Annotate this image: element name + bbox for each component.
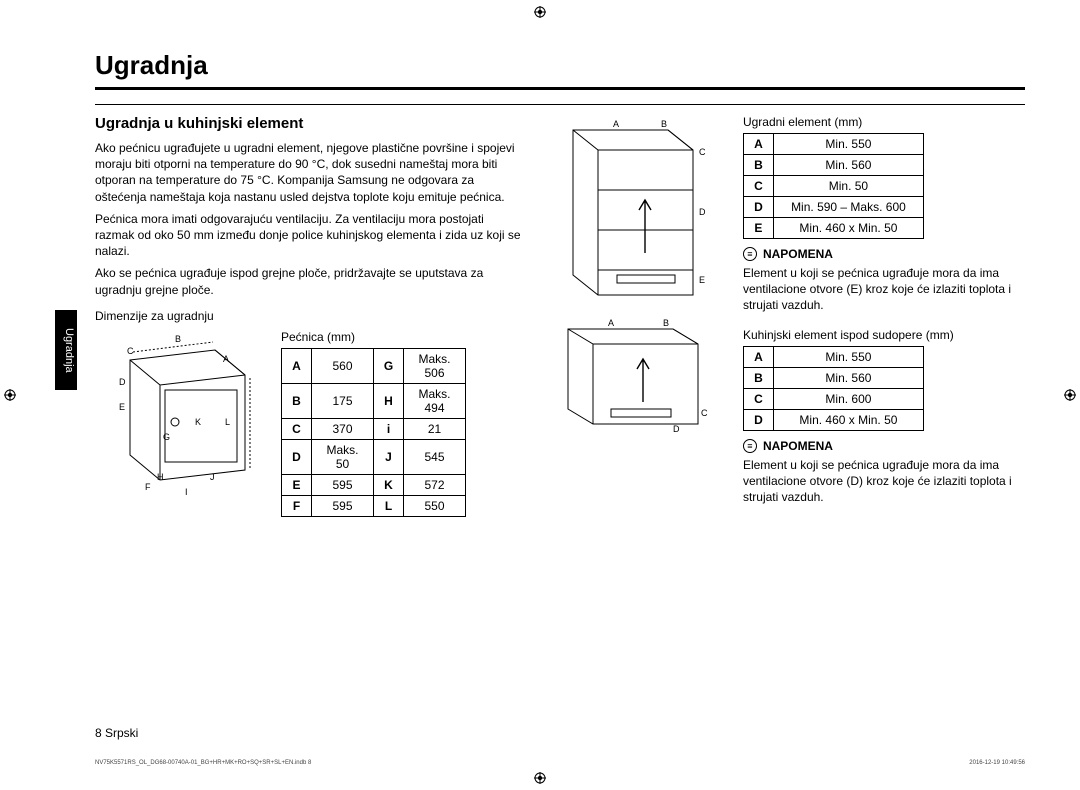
divider-thick (95, 87, 1025, 90)
oven-letter-K: K (195, 417, 201, 427)
regmark-right (1064, 389, 1076, 401)
oven-letter-B: B (175, 334, 181, 344)
column-right: Ugradni element (mm) AMin. 550BMin. 560C… (743, 115, 1025, 517)
note-text-1: Element u koji se pećnica ugrađuje mora … (743, 265, 1025, 314)
footer-date: 2016-12-19 10:49:56 (969, 760, 1025, 766)
table-row: B175HMaks. 494 (282, 383, 466, 418)
cabinet-letter-C: C (699, 147, 706, 157)
under-counter-diagram: A B C D (553, 314, 713, 434)
regmark-top (534, 6, 546, 18)
section-heading: Ugradnja u kuhinjski element (95, 115, 523, 132)
oven-letter-D: D (119, 377, 126, 387)
oven-letter-H: H (157, 472, 164, 482)
ugradni-table: AMin. 550BMin. 560CMin. 50DMin. 590 – Ma… (743, 133, 924, 239)
table-row: AMin. 550 (743, 134, 923, 155)
oven-letter-L: L (225, 417, 230, 427)
table-row: CMin. 600 (743, 388, 923, 409)
table-row: BMin. 560 (743, 367, 923, 388)
cabinet-letter-B: B (661, 119, 667, 129)
under-letter-A: A (608, 318, 614, 328)
table-row: EMin. 460 x Min. 50 (743, 218, 923, 239)
table-row: CMin. 50 (743, 176, 923, 197)
table-row: DMin. 460 x Min. 50 (743, 409, 923, 430)
regmark-left (4, 389, 16, 401)
paragraph-1: Ako pećnicu ugrađujete u ugradni element… (95, 140, 523, 205)
under-letter-C: C (701, 408, 708, 418)
note-label-1: NAPOMENA (763, 247, 833, 261)
table-row: DMaks. 50J545 (282, 439, 466, 474)
under-letter-D: D (673, 424, 680, 434)
footer-filename: NV75K5571RS_OL_DG68-00740A-01_BG+HR+MK+R… (95, 760, 311, 766)
oven-letter-J: J (210, 472, 215, 482)
oven-letter-I: I (185, 487, 188, 497)
oven-letter-E: E (119, 402, 125, 412)
page-title: Ugradnja (95, 50, 1025, 81)
pecnica-caption: Pećnica (mm) (281, 330, 466, 344)
note-icon: ≡ (743, 439, 757, 453)
pecnica-table: A560GMaks. 506B175HMaks. 494C370i21DMaks… (281, 348, 466, 517)
dim-heading: Dimenzije za ugradnju (95, 308, 523, 324)
page-number: 8 Srpski (95, 726, 138, 740)
oven-letter-F: F (145, 482, 151, 492)
sudopere-table: AMin. 550BMin. 560CMin. 600DMin. 460 x M… (743, 346, 924, 431)
sudopere-caption: Kuhinjski element ispod sudopere (mm) (743, 328, 1025, 342)
paragraph-3: Ako se pećnica ugrađuje ispod grejne plo… (95, 265, 523, 297)
oven-letter-C: C (127, 346, 134, 356)
regmark-bottom (534, 772, 546, 784)
ugradni-caption: Ugradni element (mm) (743, 115, 1025, 129)
table-row: AMin. 550 (743, 346, 923, 367)
paragraph-2: Pećnica mora imati odgovarajuću ventilac… (95, 211, 523, 260)
cabinet-letter-A: A (613, 119, 619, 129)
note-heading-2: ≡ NAPOMENA (743, 439, 1025, 453)
column-left: Ugradnja u kuhinjski element Ako pećnicu… (95, 115, 523, 517)
table-row: BMin. 560 (743, 155, 923, 176)
column-middle: A B C D E A B C D (553, 115, 713, 517)
oven-letter-A: A (223, 354, 229, 364)
note-icon: ≡ (743, 247, 757, 261)
table-row: C370i21 (282, 418, 466, 439)
oven-diagram: B C A D E F G H I J K L (95, 330, 265, 500)
note-heading-1: ≡ NAPOMENA (743, 247, 1025, 261)
table-row: E595K572 (282, 474, 466, 495)
table-row: DMin. 590 – Maks. 600 (743, 197, 923, 218)
side-tab: Ugradnja (55, 310, 77, 390)
oven-letter-G: G (163, 432, 170, 442)
cabinet-letter-E: E (699, 275, 705, 285)
under-letter-B: B (663, 318, 669, 328)
note-label-2: NAPOMENA (763, 439, 833, 453)
cabinet-letter-D: D (699, 207, 706, 217)
divider-thin (95, 104, 1025, 105)
table-row: A560GMaks. 506 (282, 348, 466, 383)
cabinet-diagram: A B C D E (553, 115, 713, 305)
table-row: F595L550 (282, 495, 466, 516)
note-text-2: Element u koji se pećnica ugrađuje mora … (743, 457, 1025, 506)
